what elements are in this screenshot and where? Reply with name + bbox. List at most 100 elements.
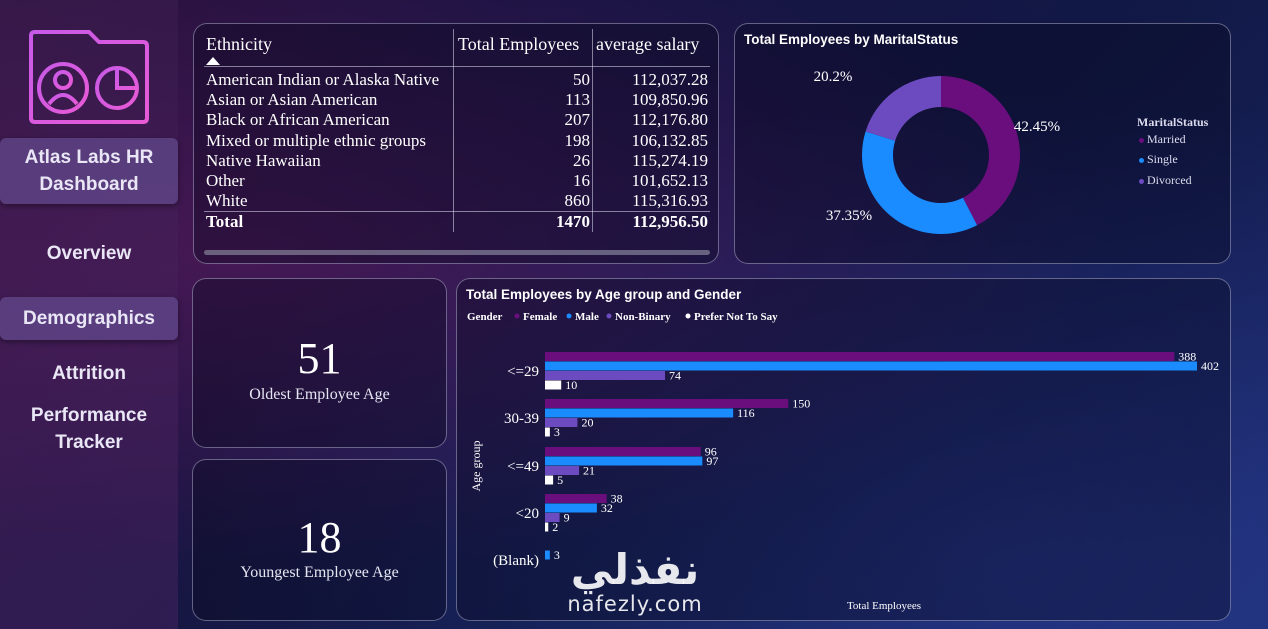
donut-slice-married[interactable] <box>941 76 1020 226</box>
nav-overview[interactable]: Overview <box>46 243 132 264</box>
legend-divorced-label: Divorced <box>1147 173 1192 187</box>
legend-single-label: Single <box>1147 152 1178 166</box>
marital-donut-chart: 42.45% 37.35% 20.2% <box>814 69 1060 234</box>
bar-prefer-not-to-say[interactable] <box>545 522 549 532</box>
nav-demographics[interactable]: Demographics <box>0 297 178 340</box>
bar-prefer-not-to-say[interactable] <box>545 427 550 437</box>
table-row: Black or African American 207 112,176.80 <box>194 110 720 130</box>
header-total-employees[interactable]: Total Employees <box>458 34 580 54</box>
x-axis-label: Total Employees <box>847 600 921 612</box>
marital-status-panel: Total Employees by MaritalStatus 42.45% 3… <box>734 23 1231 264</box>
bar-value-label: 3 <box>554 425 560 439</box>
header-average-salary[interactable]: average salary <box>596 34 700 54</box>
legend-married[interactable]: Married <box>1139 132 1186 147</box>
bar-female[interactable] <box>545 352 1175 361</box>
nav-performance-line2: Tracker <box>55 432 123 453</box>
table-row: American Indian or Alaska Native 50 112,… <box>194 70 720 90</box>
bar-prefer-not-to-say[interactable] <box>545 380 562 390</box>
youngest-age-value: 18 <box>297 513 342 562</box>
legend-dot-icon <box>606 313 612 319</box>
married-dot-icon <box>1139 137 1144 143</box>
watermark-latin: nafezly.com <box>567 592 703 616</box>
header-ethnicity[interactable]: Ethnicity <box>206 34 272 54</box>
cell-total: 26 <box>573 151 590 170</box>
legend-dot-icon <box>514 313 520 319</box>
cell-ethnicity: Black or African American <box>206 110 390 129</box>
bar-prefer-not-to-say[interactable] <box>545 475 554 485</box>
legend-non-binary[interactable]: Non-Binary <box>615 311 671 323</box>
donut-label-divorced: 20.2% <box>814 69 853 85</box>
bar-value-label: 10 <box>565 378 577 392</box>
cell-ethnicity: Mixed or multiple ethnic groups <box>206 131 427 150</box>
y-tick-label: <=49 <box>507 459 539 475</box>
legend-single[interactable]: Single <box>1139 152 1178 167</box>
bar-value-label: 388 <box>1178 350 1196 364</box>
sort-ascending-icon[interactable] <box>206 57 220 65</box>
cell-salary: 106,132.85 <box>631 131 709 150</box>
legend-divorced[interactable]: Divorced <box>1139 173 1192 188</box>
table-total-row: Total 1470 112,956.50 <box>194 212 720 232</box>
y-tick-label: <=29 <box>507 364 539 380</box>
y-tick-label: 30-39 <box>504 411 539 427</box>
ethnicity-table: Ethnicity Total Employees average salary… <box>193 23 719 264</box>
donut-label-single: 37.35% <box>826 208 872 224</box>
legend-dot-icon <box>685 313 691 319</box>
oldest-age-card: 51 Oldest Employee Age <box>192 278 447 448</box>
legend-prefer-not-to-say[interactable]: Prefer Not To Say <box>694 311 778 323</box>
age-gender-panel: Total Employees by Age group and Gender … <box>456 278 1231 621</box>
bar-male[interactable] <box>545 408 734 418</box>
youngest-age-label: Youngest Employee Age <box>240 564 399 581</box>
cell-salary: 112,176.80 <box>632 110 708 129</box>
bar-value-label: 20 <box>581 416 593 430</box>
nav-performance-tracker[interactable]: Performance Tracker <box>0 402 178 456</box>
cell-salary: 115,274.19 <box>632 151 708 170</box>
bar-female[interactable] <box>545 447 701 456</box>
bar-value-label: 97 <box>706 454 718 468</box>
legend-female[interactable]: Female <box>523 311 557 323</box>
marital-chart-title: Total Employees by MaritalStatus <box>744 32 959 47</box>
age-gender-bar-chart: Gender Female Male Non-Binary Prefer Not To … <box>467 311 1219 612</box>
bar-female[interactable] <box>545 399 789 408</box>
bar-non-binary[interactable] <box>545 371 666 380</box>
cell-total-label: Total <box>206 212 244 231</box>
dashboard-title-line1: Atlas Labs HR <box>24 147 154 168</box>
donut-slice-divorced[interactable] <box>865 76 941 141</box>
table-row: Mixed or multiple ethnic groups 198 106,… <box>194 131 720 151</box>
bar-non-binary[interactable] <box>545 418 578 427</box>
divorced-dot-icon <box>1139 178 1144 184</box>
header-divider <box>204 66 710 67</box>
bar-value-label: 74 <box>669 369 681 383</box>
bar-value-label: 2 <box>552 520 558 534</box>
age-chart-title: Total Employees by Age group and Gender <box>466 287 742 302</box>
dashboard-title-button[interactable]: Atlas Labs HR Dashboard <box>0 138 178 204</box>
cell-total: 50 <box>573 70 590 89</box>
legend-male[interactable]: Male <box>575 311 599 323</box>
bar-non-binary[interactable] <box>545 513 560 522</box>
cell-total: 207 <box>564 110 591 129</box>
cell-ethnicity: Native Hawaiian <box>206 151 321 170</box>
cell-salary: 109,850.96 <box>631 90 709 109</box>
table-row: Native Hawaiian 26 115,274.19 <box>194 151 720 171</box>
cell-ethnicity: American Indian or Alaska Native <box>206 70 440 89</box>
cell-total: 16 <box>573 171 590 190</box>
marital-legend-title: MaritalStatus <box>1137 115 1209 129</box>
table-row: White 860 115,316.93 <box>194 191 720 211</box>
nav-attrition[interactable]: Attrition <box>52 363 126 384</box>
cell-ethnicity: Asian or Asian American <box>206 90 378 109</box>
bar-value-label: 21 <box>583 464 595 478</box>
donut-slice-single[interactable] <box>862 131 978 234</box>
bar-value-label: 9 <box>564 511 570 525</box>
bar-male[interactable] <box>545 503 597 513</box>
bar-male[interactable] <box>545 456 703 466</box>
cell-salary: 101,652.13 <box>631 171 709 190</box>
table-horizontal-scrollbar[interactable] <box>204 250 710 255</box>
youngest-age-card: 18 Youngest Employee Age <box>192 459 447 621</box>
cell-ethnicity: Other <box>206 171 245 190</box>
bar-female[interactable] <box>545 494 607 503</box>
bar-male[interactable] <box>545 361 1197 371</box>
cell-total-salary: 112,956.50 <box>632 212 708 231</box>
legend-dot-icon <box>566 313 572 319</box>
bar-non-binary[interactable] <box>545 466 580 475</box>
bar-male[interactable] <box>545 550 550 560</box>
cell-ethnicity: White <box>206 191 248 210</box>
